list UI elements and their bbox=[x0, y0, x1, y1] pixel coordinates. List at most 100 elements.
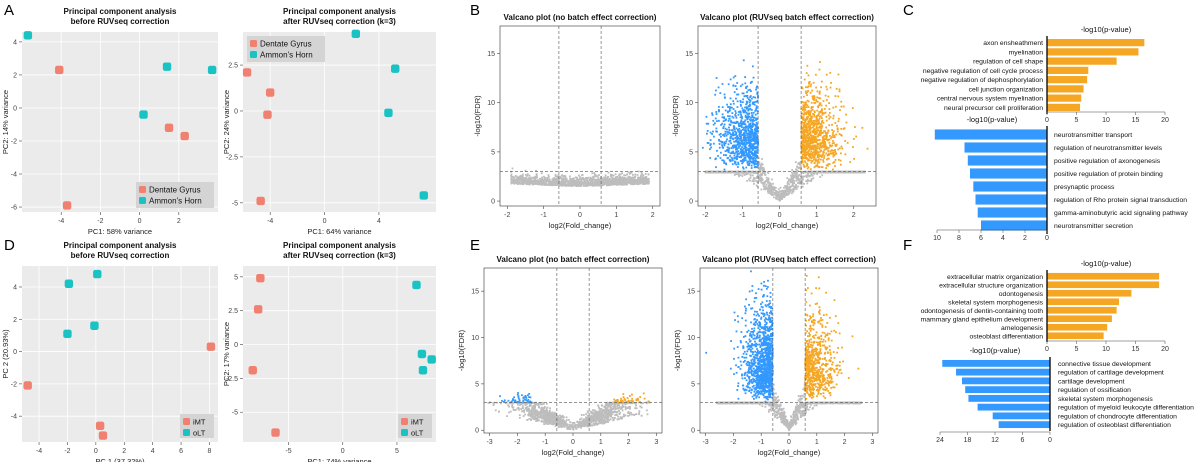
volcano-point bbox=[590, 179, 593, 182]
volcano-point bbox=[536, 181, 539, 183]
volcano-point bbox=[771, 186, 774, 189]
volcano-point bbox=[715, 77, 718, 79]
volcano-point bbox=[814, 123, 817, 126]
volcano-point bbox=[817, 114, 820, 117]
volcano-point bbox=[745, 171, 748, 174]
volcano-point bbox=[582, 178, 585, 181]
volcano-point bbox=[743, 126, 745, 129]
volcano-point bbox=[712, 123, 715, 126]
volcano-point bbox=[818, 146, 821, 149]
volcano-point bbox=[804, 130, 807, 133]
volcano-point bbox=[533, 179, 536, 181]
volcano-point bbox=[826, 171, 829, 174]
volcano-point bbox=[581, 178, 584, 181]
volcano-point bbox=[557, 173, 560, 176]
volcano-point bbox=[720, 124, 722, 126]
volcano-point bbox=[798, 166, 801, 169]
volcano-point bbox=[562, 183, 565, 186]
volcano-point bbox=[561, 179, 564, 182]
y-axis-label: PC2: 17% variance bbox=[222, 322, 231, 386]
volcano-point bbox=[787, 192, 790, 195]
volcano-point bbox=[599, 177, 602, 180]
volcano-point bbox=[563, 178, 566, 181]
volcano-point bbox=[734, 115, 737, 117]
volcano-point bbox=[823, 112, 826, 115]
volcano-point bbox=[522, 178, 524, 181]
volcano-point bbox=[751, 97, 753, 100]
volcano-point bbox=[589, 184, 592, 187]
volcano-point bbox=[544, 179, 547, 182]
volcano-point bbox=[805, 138, 807, 141]
volcano-point bbox=[816, 160, 819, 162]
volcano-point bbox=[836, 128, 839, 131]
volcano-point bbox=[755, 139, 758, 142]
volcano-point bbox=[825, 73, 828, 76]
volcano-point bbox=[741, 142, 744, 145]
volcano-point bbox=[723, 162, 726, 164]
y-tick-label: 0 bbox=[491, 199, 495, 206]
volcano-point bbox=[802, 163, 805, 166]
volcano-point bbox=[739, 103, 742, 106]
volcano-point bbox=[818, 117, 821, 120]
volcano-point bbox=[716, 120, 718, 123]
volcano-point bbox=[751, 123, 754, 126]
x-tick-label: 4 bbox=[151, 448, 155, 455]
volcano-point bbox=[632, 182, 635, 185]
volcano-point bbox=[809, 120, 812, 123]
volcano-point bbox=[784, 185, 786, 187]
y-tick-label: 15 bbox=[487, 51, 495, 58]
volcano-point bbox=[642, 176, 645, 179]
volcano-point bbox=[835, 87, 838, 90]
volcano-point bbox=[628, 177, 631, 180]
volcano-point bbox=[814, 101, 817, 104]
volcano-point bbox=[592, 183, 595, 186]
volcano-point bbox=[731, 129, 734, 132]
volcano-point bbox=[574, 183, 577, 186]
volcano-point bbox=[817, 153, 820, 156]
data-point-dentate-gyrus bbox=[164, 123, 174, 132]
volcano-point bbox=[569, 184, 572, 187]
volcano-point bbox=[638, 178, 641, 180]
volcano-point bbox=[818, 97, 820, 99]
legend-swatch bbox=[139, 197, 146, 204]
volcano-point bbox=[754, 146, 757, 148]
volcano-point bbox=[832, 153, 835, 156]
volcano-point bbox=[808, 174, 811, 177]
volcano-point bbox=[779, 192, 782, 195]
volcano-point bbox=[729, 155, 732, 157]
volcano-point bbox=[791, 178, 794, 180]
volcano-point bbox=[834, 105, 837, 108]
volcano-point bbox=[709, 143, 712, 146]
volcano-point bbox=[605, 180, 608, 183]
volcano-point bbox=[515, 182, 518, 185]
volcano-point bbox=[637, 178, 640, 181]
volcano-point bbox=[810, 150, 813, 153]
volcano-point bbox=[614, 176, 617, 179]
volcano-point bbox=[800, 134, 803, 136]
volcano-point bbox=[722, 125, 725, 128]
volcano-point bbox=[590, 181, 593, 184]
volcano-point bbox=[803, 122, 806, 125]
volcano-point bbox=[737, 145, 740, 148]
volcano-point bbox=[803, 171, 805, 173]
volcano-point bbox=[561, 184, 563, 187]
volcano-point bbox=[812, 135, 815, 137]
volcano-point bbox=[836, 127, 839, 130]
volcano-point bbox=[586, 178, 589, 180]
volcano-point bbox=[755, 126, 758, 129]
volcano-point bbox=[755, 184, 758, 187]
volcano-point bbox=[528, 181, 531, 184]
volcano-point bbox=[754, 130, 757, 133]
volcano-point bbox=[756, 91, 759, 94]
volcano-point bbox=[756, 163, 759, 166]
volcano-point bbox=[729, 109, 731, 111]
volcano-point bbox=[754, 161, 756, 163]
volcano-point bbox=[803, 105, 806, 108]
volcano-point bbox=[821, 145, 824, 148]
volcano-point bbox=[823, 149, 826, 151]
volcano-point bbox=[824, 137, 827, 140]
volcano-point bbox=[774, 192, 777, 195]
volcano-point bbox=[639, 176, 642, 179]
volcano-point bbox=[711, 133, 713, 135]
volcano-point bbox=[582, 176, 584, 179]
